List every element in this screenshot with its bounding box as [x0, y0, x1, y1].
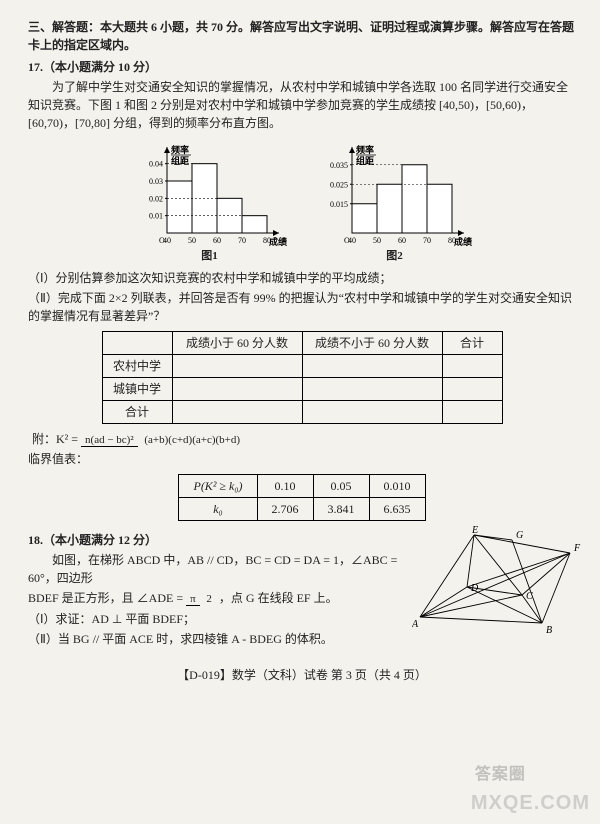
q18-figure: A B C D E F G — [412, 525, 582, 635]
q17-num: 17.（本小题满分 10 分） — [28, 58, 576, 76]
svg-text:频率: 频率 — [356, 144, 374, 155]
svg-text:0.03: 0.03 — [149, 177, 163, 186]
watermark-main: MXQE.COM — [471, 792, 590, 814]
svg-text:70: 70 — [423, 236, 431, 245]
section-heading: 三、解答题：本大题共 6 小题，共 70 分。解答应写出文字说明、证明过程或演算… — [28, 18, 576, 54]
fig1-svg: 频率组距成绩0.010.020.030.044050607080O — [127, 138, 292, 248]
svg-text:E: E — [471, 525, 478, 536]
q18-b2-pre: BDEF 是正方形，且 ∠ADE = — [28, 591, 186, 605]
critical-label: 临界值表： — [28, 450, 576, 468]
q18-body1: 如图，在梯形 ABCD 中，AB // CD，BC = CD = DA = 1，… — [28, 551, 418, 587]
q17-part2: （Ⅱ）完成下面 2×2 列联表，并回答是否有 99% 的把握认为“农村中学和城镇… — [28, 289, 576, 325]
svg-text:80: 80 — [263, 236, 271, 245]
svg-text:60: 60 — [213, 236, 221, 245]
svg-text:0.035: 0.035 — [330, 161, 348, 170]
svg-text:成绩: 成绩 — [454, 236, 472, 247]
svg-text:C: C — [526, 591, 533, 602]
q17-part1: （Ⅰ）分别估算参加这次知识竞赛的农村中学和城镇中学的平均成绩； — [28, 269, 576, 287]
svg-text:0.01: 0.01 — [149, 212, 163, 221]
svg-text:0.025: 0.025 — [330, 180, 348, 189]
critical-table: P(K² ≥ k₀)0.100.050.010k₀2.7063.8416.635 — [178, 474, 425, 521]
fig1: 频率组距成绩0.010.020.030.044050607080O 图1 — [127, 138, 292, 265]
fig2-svg: 频率组距成绩0.0150.0250.0354050607080O — [312, 138, 477, 248]
svg-text:O: O — [344, 236, 350, 245]
q18-b2-post: ，点 G 在线段 EF 上。 — [219, 591, 338, 605]
svg-text:组距: 组距 — [171, 155, 189, 166]
contingency-table: 成绩小于 60 分人数成绩不小于 60 分人数合计农村中学城镇中学合计 — [102, 331, 503, 424]
svg-text:G: G — [516, 530, 523, 541]
q18-frac-den: 2 — [202, 593, 216, 605]
svg-text:0.015: 0.015 — [330, 200, 348, 209]
svg-text:60: 60 — [398, 236, 406, 245]
svg-text:频率: 频率 — [171, 144, 189, 155]
svg-text:D: D — [470, 583, 479, 594]
fig2: 频率组距成绩0.0150.0250.0354050607080O 图2 — [312, 138, 477, 265]
svg-text:成绩: 成绩 — [269, 236, 287, 247]
svg-text:50: 50 — [373, 236, 381, 245]
fig1-caption: 图1 — [127, 248, 292, 265]
svg-text:50: 50 — [188, 236, 196, 245]
formula-label: 附：K² = — [32, 432, 78, 446]
svg-text:80: 80 — [448, 236, 456, 245]
q18-frac-num: π — [186, 593, 200, 606]
formula-den: (a+b)(c+d)(a+c)(b+d) — [140, 434, 244, 446]
svg-text:F: F — [573, 543, 581, 554]
formula-num: n(ad − bc)² — [81, 434, 138, 447]
svg-text:组距: 组距 — [356, 155, 374, 166]
k2-formula: 附：K² = n(ad − bc)² (a+b)(c+d)(a+c)(b+d) — [32, 430, 576, 449]
q18-body2: BDEF 是正方形，且 ∠ADE = π 2 ，点 G 在线段 EF 上。 — [28, 589, 418, 608]
page-footer: 【D-019】数学（文科）试卷 第 3 页（共 4 页） — [28, 666, 576, 684]
svg-text:A: A — [412, 619, 419, 630]
svg-text:0.02: 0.02 — [149, 194, 163, 203]
q18-wrap: 18.（本小题满分 12 分） 如图，在梯形 ABCD 中，AB // CD，B… — [28, 531, 576, 648]
watermark: 答案圈 MXQE.COM — [471, 758, 590, 818]
svg-text:0.04: 0.04 — [149, 160, 163, 169]
watermark-cn: 答案圈 — [475, 766, 526, 783]
svg-text:70: 70 — [238, 236, 246, 245]
q17-body: 为了解中学生对交通安全知识的掌握情况，从农村中学和城镇中学各选取 100 名同学… — [28, 78, 576, 132]
svg-text:O: O — [159, 236, 165, 245]
svg-text:B: B — [546, 625, 552, 635]
fig2-caption: 图2 — [312, 248, 477, 265]
charts-row: 频率组距成绩0.010.020.030.044050607080O 图1 频率组… — [28, 138, 576, 265]
